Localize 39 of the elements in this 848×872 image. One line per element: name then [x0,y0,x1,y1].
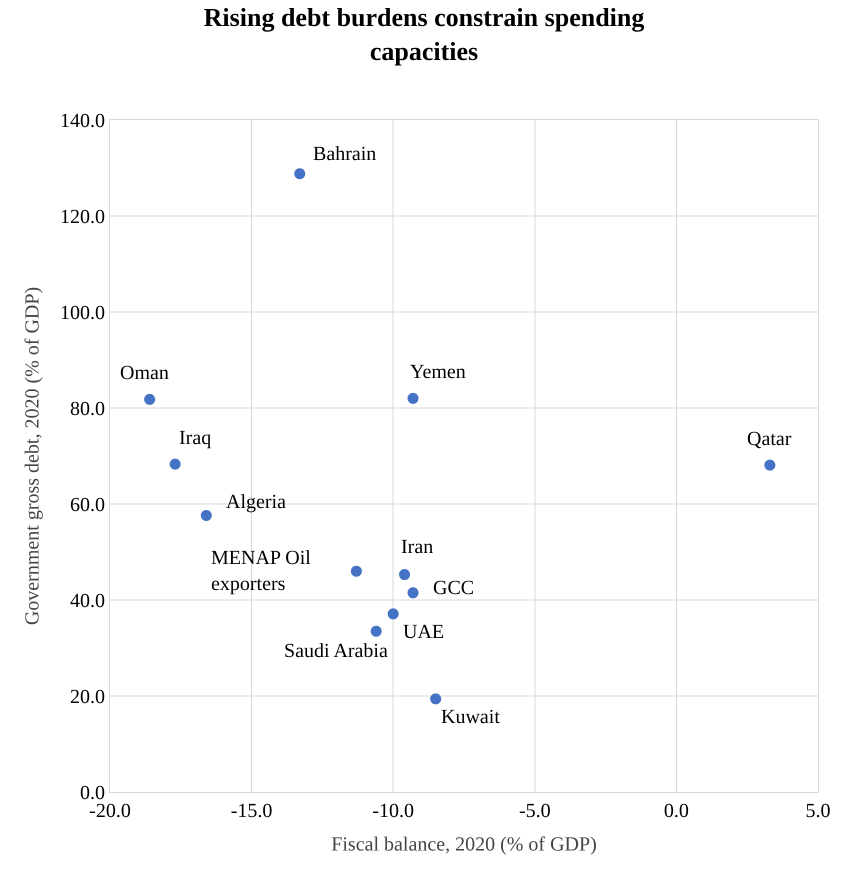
point [294,168,306,180]
annotation: Iraq [179,427,212,449]
point [370,626,382,637]
point [350,566,362,577]
point [764,460,776,471]
x-axis-title: Fiscal balance, 2020 (% of GDP) [331,834,597,856]
annotation: Qatar [747,428,792,450]
x-tick-label: 0.0 [664,800,689,822]
point [408,392,419,404]
x-tick-label: -5.0 [518,800,551,822]
y-tick-label: 40.0 [70,590,105,612]
annotation: MENAP Oil exporters [211,547,312,595]
annotation: Saudi Arabia [284,640,388,662]
point [430,693,442,704]
annotation: Oman [120,362,169,384]
annotation: UAE [403,621,444,643]
point [170,458,181,470]
y-tick-label: 100.0 [60,302,105,324]
y-tick-label: 140.0 [60,110,105,132]
annotation: Iran [401,536,434,558]
y-tick-label: 20.0 [70,686,105,708]
x-tick-label: -15.0 [230,800,272,822]
annotation: Yemen [410,361,466,383]
point [388,608,399,620]
annotation: Bahrain [313,143,376,165]
point [200,510,212,522]
annotation: GCC [433,577,474,599]
y-tick-label: 80.0 [70,398,105,420]
x-tick-label: -10.0 [372,800,414,822]
annotation: Kuwait [441,706,500,728]
annotation: Algeria [226,491,286,513]
y-tick-label: 120.0 [60,206,105,228]
y-tick-label: 60.0 [70,494,105,516]
x-tick-label: 5.0 [806,800,830,822]
point [408,587,419,598]
y-axis-title: Government gross debt, 2020 (% of GDP) [22,286,44,626]
chart-title: Rising debt burdens constrain spending capacities [204,3,644,66]
point [144,394,156,405]
point [399,569,410,580]
